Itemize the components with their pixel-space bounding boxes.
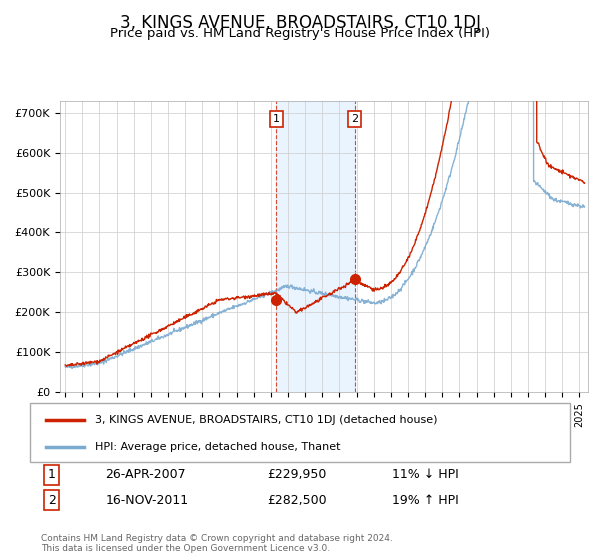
- Text: HPI: Average price, detached house, Thanet: HPI: Average price, detached house, Than…: [95, 442, 340, 452]
- Text: 16-NOV-2011: 16-NOV-2011: [106, 493, 189, 507]
- Text: 2: 2: [351, 114, 358, 124]
- Text: £282,500: £282,500: [268, 493, 327, 507]
- FancyBboxPatch shape: [30, 403, 570, 462]
- Bar: [277, 101, 355, 392]
- Text: 3, KINGS AVENUE, BROADSTAIRS, CT10 1DJ (detached house): 3, KINGS AVENUE, BROADSTAIRS, CT10 1DJ (…: [95, 414, 437, 424]
- Text: Price paid vs. HM Land Registry's House Price Index (HPI): Price paid vs. HM Land Registry's House …: [110, 27, 490, 40]
- Text: 1: 1: [47, 468, 56, 482]
- Text: 2: 2: [47, 493, 56, 507]
- Text: 3, KINGS AVENUE, BROADSTAIRS, CT10 1DJ: 3, KINGS AVENUE, BROADSTAIRS, CT10 1DJ: [119, 14, 481, 32]
- Text: £229,950: £229,950: [268, 468, 327, 482]
- Text: 11% ↓ HPI: 11% ↓ HPI: [392, 468, 458, 482]
- Text: 19% ↑ HPI: 19% ↑ HPI: [392, 493, 458, 507]
- Text: 1: 1: [273, 114, 280, 124]
- Text: Contains HM Land Registry data © Crown copyright and database right 2024.
This d: Contains HM Land Registry data © Crown c…: [41, 534, 392, 553]
- Text: 26-APR-2007: 26-APR-2007: [106, 468, 186, 482]
